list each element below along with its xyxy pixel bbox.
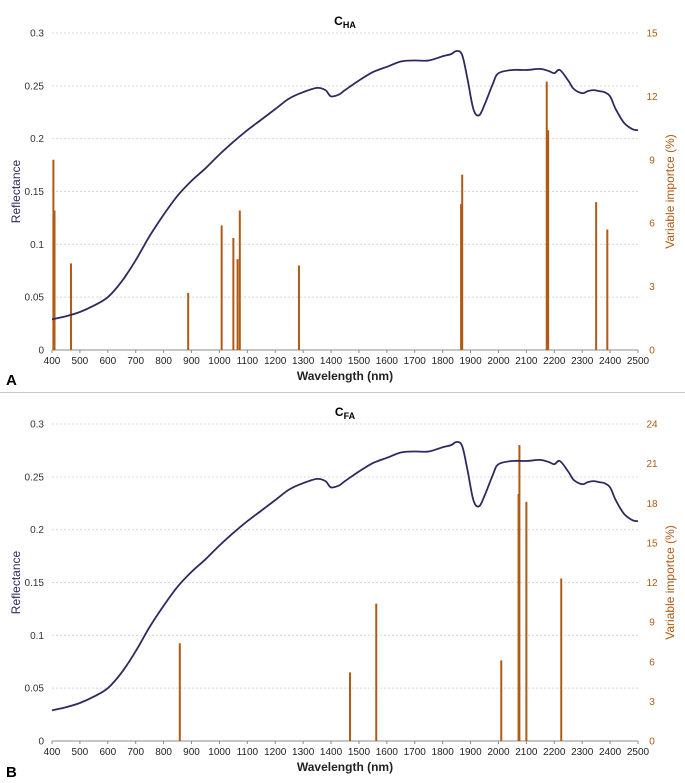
b-reflectance-line <box>51 441 639 712</box>
b-x-axis-title: Wavelength (nm) <box>297 760 393 774</box>
b-x-tick-label: 500 <box>72 747 89 758</box>
b-y-tick-label: 0.3 <box>30 420 44 431</box>
a-x-tick-label: 1300 <box>292 356 315 367</box>
b-x-tick-label: 1200 <box>264 747 287 758</box>
b-y2-tick-label: 9 <box>649 618 655 629</box>
a-y-tick-label: 0.05 <box>25 293 45 304</box>
panel-letter-b: B <box>6 764 17 781</box>
a-x-tick-label: 2200 <box>543 356 566 367</box>
b-x-tick-label: 2400 <box>599 747 622 758</box>
b-x-tick-label: 700 <box>127 747 144 758</box>
b-x-tick-label: 1300 <box>292 747 315 758</box>
b-y2-tick-label: 0 <box>649 737 655 748</box>
a-x-tick-label: 2100 <box>515 356 538 367</box>
b-x-tick-label: 2000 <box>487 747 510 758</box>
b-y-tick-label: 0.1 <box>30 631 44 642</box>
a-x-tick-label: 1900 <box>459 356 482 367</box>
panel-a: 0 0.05 0.1 0.15 0.2 0.25 0.3 0 3 6 9 12 15 400 500 600 7… <box>0 0 685 391</box>
a-y-tick-label: 0.1 <box>30 240 44 251</box>
chart-b: 0 0.05 0.1 0.15 0.2 0.25 0.3 0 3 6 9 12 15 18 21 24 400 5… <box>9 405 677 774</box>
panel-letter-a: A <box>6 372 17 389</box>
b-x-tick-label: 600 <box>99 747 116 758</box>
a-x-tick-label: 1100 <box>237 356 259 367</box>
a-x-tick-label: 800 <box>155 356 172 367</box>
b-y2-tick-label: 15 <box>646 538 658 549</box>
a-chart-title: CHA <box>334 14 356 30</box>
b-y-tick-label: 0.05 <box>25 684 45 695</box>
a-y2-tick-label: 9 <box>649 155 655 166</box>
a-y-tick-label: 0.2 <box>30 134 44 145</box>
b-x-tick-label: 2200 <box>543 747 566 758</box>
a-x-tick-label: 1700 <box>404 356 427 367</box>
b-x-tick-label: 1100 <box>237 747 259 758</box>
b-x-tick-label: 2100 <box>515 747 538 758</box>
a-x-tick-label: 2500 <box>627 356 650 367</box>
b-y2-tick-label: 3 <box>649 697 655 708</box>
b-x-tick-label: 2300 <box>571 747 594 758</box>
b-y-tick-label: 0.25 <box>25 472 45 483</box>
a-y2-tick-label: 15 <box>646 29 658 40</box>
b-x-tick-label: 400 <box>44 747 61 758</box>
a-x-tick-label: 600 <box>99 356 116 367</box>
b-y2-tick-label: 21 <box>646 459 658 470</box>
a-y-tick-label: 0 <box>38 346 44 357</box>
b-x-tick-label: 1900 <box>459 747 482 758</box>
chart-a: 0 0.05 0.1 0.15 0.2 0.25 0.3 0 3 6 9 12 15 400 500 600 7… <box>9 14 677 383</box>
a-x-tick-label: 1200 <box>264 356 287 367</box>
b-x-tick-label: 1700 <box>404 747 427 758</box>
b-x-tick-label: 2500 <box>627 747 650 758</box>
b-title-main: C <box>335 405 344 419</box>
a-x-tick-label: 900 <box>183 356 200 367</box>
b-y2-tick-label: 18 <box>646 499 658 510</box>
b-y2-tick-label: 24 <box>646 420 658 431</box>
b-y2-axis-title: Variable importce (%) <box>663 525 677 639</box>
b-y-tick-label: 0 <box>38 737 44 748</box>
a-y-axis-title: Reflectance <box>9 159 23 223</box>
a-x-tick-label: 700 <box>127 356 144 367</box>
a-title-subscript: HA <box>343 20 356 30</box>
a-y-tick-label: 0.3 <box>30 29 44 40</box>
b-x-tick-label: 1400 <box>320 747 343 758</box>
a-x-tick-label: 1500 <box>348 356 371 367</box>
b-y-tick-label: 0.2 <box>30 525 44 536</box>
a-x-tick-label: 2300 <box>571 356 594 367</box>
b-title-subscript: FA <box>344 411 356 421</box>
b-chart-title: CFA <box>335 405 356 421</box>
a-x-axis-title: Wavelength (nm) <box>297 369 393 383</box>
panel-b: 0 0.05 0.1 0.15 0.2 0.25 0.3 0 3 6 9 12 15 18 21 24 400 5… <box>0 392 685 783</box>
b-y2-tick-label: 6 <box>649 657 655 668</box>
b-y-axis-title: Reflectance <box>9 550 23 614</box>
a-y2-tick-label: 6 <box>649 219 655 230</box>
a-x-tick-label: 1000 <box>208 356 231 367</box>
b-x-tick-label: 1000 <box>208 747 231 758</box>
a-y-tick-label: 0.15 <box>25 187 45 198</box>
a-x-tick-label: 1800 <box>432 356 455 367</box>
a-x-tick-label: 2000 <box>487 356 510 367</box>
a-y-tick-label: 0.25 <box>25 81 45 92</box>
b-x-tick-label: 800 <box>155 747 172 758</box>
a-x-tick-label: 1400 <box>320 356 343 367</box>
b-x-tick-label: 900 <box>183 747 200 758</box>
a-y2-tick-label: 12 <box>646 92 658 103</box>
b-y-tick-label: 0.15 <box>25 578 45 589</box>
a-title-main: C <box>334 14 343 28</box>
a-x-tick-label: 2400 <box>599 356 622 367</box>
a-y2-tick-label: 3 <box>649 282 655 293</box>
b-x-tick-label: 1600 <box>376 747 399 758</box>
b-x-tick-label: 1800 <box>432 747 455 758</box>
a-y2-axis-title: Variable importce (%) <box>663 134 677 248</box>
a-reflectance-line <box>51 50 639 321</box>
a-x-tick-label: 400 <box>44 356 61 367</box>
a-y2-tick-label: 0 <box>649 346 655 357</box>
a-x-tick-label: 500 <box>72 356 89 367</box>
b-y2-tick-label: 12 <box>646 578 658 589</box>
b-x-tick-label: 1500 <box>348 747 371 758</box>
a-x-tick-label: 1600 <box>376 356 399 367</box>
